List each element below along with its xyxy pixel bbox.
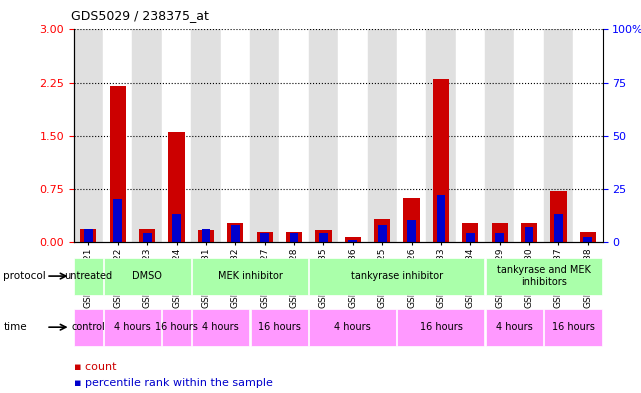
- Text: ▪ count: ▪ count: [74, 362, 116, 373]
- Bar: [492, 222, 508, 242]
- Bar: [172, 214, 181, 242]
- Bar: [583, 237, 592, 242]
- Bar: [113, 199, 122, 242]
- Bar: [521, 222, 537, 242]
- Bar: [367, 29, 397, 242]
- Bar: [74, 257, 103, 295]
- Bar: [139, 229, 155, 242]
- Bar: [231, 225, 240, 242]
- Bar: [227, 222, 244, 242]
- Text: 4 hours: 4 hours: [335, 322, 371, 332]
- Bar: [251, 309, 308, 346]
- Bar: [80, 229, 97, 242]
- Bar: [378, 225, 387, 242]
- Text: GDS5029 / 238375_at: GDS5029 / 238375_at: [71, 9, 208, 22]
- Bar: [551, 191, 567, 242]
- Bar: [286, 233, 302, 242]
- Bar: [486, 257, 602, 295]
- Bar: [310, 257, 485, 295]
- Text: tankyrase and MEK
inhibitors: tankyrase and MEK inhibitors: [497, 265, 591, 287]
- Text: 16 hours: 16 hours: [552, 322, 595, 332]
- Text: ▪ percentile rank within the sample: ▪ percentile rank within the sample: [74, 378, 272, 388]
- Bar: [319, 233, 328, 242]
- Bar: [169, 132, 185, 242]
- Bar: [74, 309, 103, 346]
- Bar: [544, 309, 602, 346]
- Bar: [250, 29, 279, 242]
- Bar: [290, 233, 299, 242]
- Bar: [525, 227, 533, 242]
- Text: untreated: untreated: [64, 271, 112, 281]
- Bar: [403, 198, 420, 242]
- Bar: [345, 237, 361, 242]
- Text: protocol: protocol: [3, 271, 46, 281]
- Bar: [191, 29, 221, 242]
- Bar: [310, 309, 396, 346]
- Bar: [456, 29, 485, 242]
- Bar: [579, 233, 596, 242]
- Text: DMSO: DMSO: [132, 271, 162, 281]
- Bar: [162, 309, 190, 346]
- Bar: [495, 233, 504, 242]
- Text: 16 hours: 16 hours: [419, 322, 462, 332]
- Bar: [256, 233, 273, 242]
- Bar: [260, 233, 269, 242]
- Text: tankyrase inhibitor: tankyrase inhibitor: [351, 271, 443, 281]
- Text: 4 hours: 4 hours: [203, 322, 239, 332]
- Bar: [397, 309, 485, 346]
- Text: MEK inhibitor: MEK inhibitor: [217, 271, 283, 281]
- Bar: [338, 29, 367, 242]
- Bar: [426, 29, 456, 242]
- Bar: [309, 29, 338, 242]
- Bar: [279, 29, 309, 242]
- Bar: [143, 233, 151, 242]
- Bar: [162, 29, 191, 242]
- Bar: [407, 220, 416, 242]
- Bar: [84, 229, 93, 242]
- Bar: [201, 229, 210, 242]
- Text: 4 hours: 4 hours: [496, 322, 533, 332]
- Bar: [103, 29, 133, 242]
- Bar: [462, 222, 478, 242]
- Text: 4 hours: 4 hours: [114, 322, 151, 332]
- Bar: [397, 29, 426, 242]
- Bar: [374, 219, 390, 242]
- Bar: [437, 195, 445, 242]
- Bar: [110, 86, 126, 242]
- Bar: [554, 214, 563, 242]
- Bar: [349, 240, 357, 242]
- Bar: [133, 29, 162, 242]
- Bar: [485, 29, 514, 242]
- Bar: [198, 230, 214, 242]
- Bar: [544, 29, 573, 242]
- Bar: [192, 309, 249, 346]
- Bar: [315, 230, 331, 242]
- Bar: [486, 309, 543, 346]
- Bar: [573, 29, 603, 242]
- Bar: [514, 29, 544, 242]
- Text: 16 hours: 16 hours: [258, 322, 301, 332]
- Text: time: time: [3, 322, 27, 332]
- Text: 16 hours: 16 hours: [155, 322, 198, 332]
- Text: control: control: [72, 322, 105, 332]
- Bar: [104, 257, 190, 295]
- Bar: [466, 233, 475, 242]
- Bar: [74, 29, 103, 242]
- Bar: [433, 79, 449, 242]
- Bar: [104, 309, 162, 346]
- Bar: [192, 257, 308, 295]
- Bar: [221, 29, 250, 242]
